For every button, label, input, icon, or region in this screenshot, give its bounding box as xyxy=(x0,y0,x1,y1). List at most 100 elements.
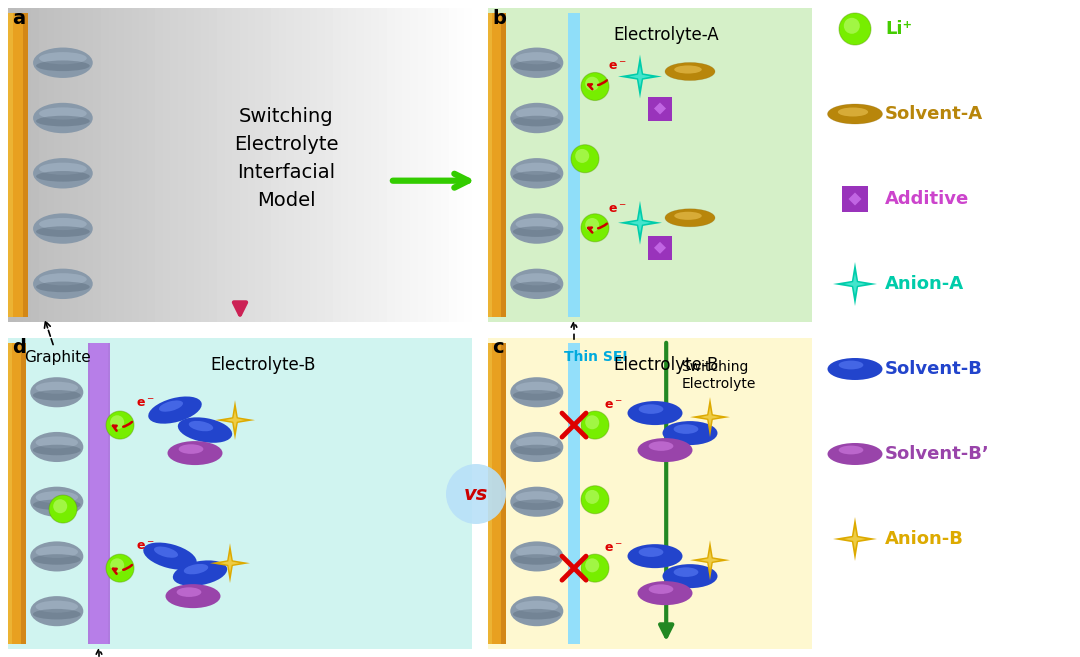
Bar xyxy=(264,8,271,322)
Text: e$^-$: e$^-$ xyxy=(136,539,154,553)
Ellipse shape xyxy=(515,436,558,449)
Polygon shape xyxy=(833,517,877,561)
Polygon shape xyxy=(700,407,720,427)
Bar xyxy=(568,13,580,317)
Polygon shape xyxy=(843,273,866,295)
Ellipse shape xyxy=(189,421,213,431)
Ellipse shape xyxy=(510,487,564,517)
Bar xyxy=(132,8,139,322)
Ellipse shape xyxy=(39,218,86,230)
Text: Graphite: Graphite xyxy=(24,321,91,365)
Ellipse shape xyxy=(32,499,81,510)
Bar xyxy=(356,8,364,322)
Circle shape xyxy=(576,149,590,163)
Bar xyxy=(90,343,108,644)
Circle shape xyxy=(585,490,599,504)
Bar xyxy=(178,8,186,322)
Ellipse shape xyxy=(638,404,663,414)
Bar xyxy=(87,343,110,644)
Bar xyxy=(124,8,132,322)
Bar xyxy=(441,8,449,322)
Polygon shape xyxy=(690,540,730,580)
Text: e$^-$: e$^-$ xyxy=(604,399,622,411)
Circle shape xyxy=(53,499,67,513)
Text: c: c xyxy=(492,338,503,357)
Ellipse shape xyxy=(167,441,222,465)
Circle shape xyxy=(110,558,124,572)
Bar xyxy=(364,8,372,322)
Ellipse shape xyxy=(515,218,558,230)
Circle shape xyxy=(585,558,599,572)
Circle shape xyxy=(581,486,609,514)
Bar xyxy=(457,8,464,322)
Bar xyxy=(449,8,457,322)
Bar xyxy=(333,8,340,322)
Ellipse shape xyxy=(33,102,93,133)
Ellipse shape xyxy=(515,107,558,120)
Ellipse shape xyxy=(510,596,564,626)
Ellipse shape xyxy=(36,491,78,503)
Text: Li⁺: Li⁺ xyxy=(885,20,913,38)
Polygon shape xyxy=(215,400,255,440)
Ellipse shape xyxy=(637,581,692,605)
Ellipse shape xyxy=(627,401,683,425)
Bar xyxy=(46,8,54,322)
Text: e$^-$: e$^-$ xyxy=(136,397,154,409)
Ellipse shape xyxy=(513,226,561,237)
Ellipse shape xyxy=(515,382,558,394)
Ellipse shape xyxy=(39,107,86,120)
Polygon shape xyxy=(842,186,868,212)
Bar xyxy=(325,8,333,322)
Polygon shape xyxy=(225,410,245,430)
Polygon shape xyxy=(629,212,651,234)
Text: Solvent-B: Solvent-B xyxy=(885,360,983,378)
Ellipse shape xyxy=(36,60,90,71)
Polygon shape xyxy=(654,242,666,254)
Ellipse shape xyxy=(510,214,564,244)
Bar xyxy=(433,8,441,322)
Bar xyxy=(147,8,154,322)
Text: Anion-A: Anion-A xyxy=(885,275,964,293)
Ellipse shape xyxy=(674,212,702,220)
Ellipse shape xyxy=(30,596,83,626)
Ellipse shape xyxy=(627,544,683,568)
Ellipse shape xyxy=(32,445,81,455)
Bar xyxy=(8,343,26,644)
Bar xyxy=(418,8,426,322)
Ellipse shape xyxy=(33,158,93,189)
Bar xyxy=(24,8,31,322)
Polygon shape xyxy=(629,66,651,87)
Ellipse shape xyxy=(148,396,202,424)
Ellipse shape xyxy=(649,442,673,451)
Polygon shape xyxy=(618,55,662,99)
Text: Electrolyte-B: Electrolyte-B xyxy=(613,356,719,374)
Bar xyxy=(54,8,63,322)
Circle shape xyxy=(106,554,134,582)
Polygon shape xyxy=(843,528,866,550)
Ellipse shape xyxy=(662,421,717,445)
Ellipse shape xyxy=(674,424,699,434)
Bar xyxy=(78,8,85,322)
Bar xyxy=(464,8,472,322)
Ellipse shape xyxy=(510,269,564,299)
Bar xyxy=(85,8,93,322)
Ellipse shape xyxy=(827,358,882,380)
Circle shape xyxy=(581,554,609,582)
Ellipse shape xyxy=(674,568,699,577)
Bar xyxy=(294,8,302,322)
Ellipse shape xyxy=(154,547,178,558)
Ellipse shape xyxy=(33,47,93,78)
Bar xyxy=(171,8,178,322)
Polygon shape xyxy=(654,102,666,114)
Bar xyxy=(501,13,505,317)
Bar xyxy=(8,343,12,644)
Ellipse shape xyxy=(637,438,692,462)
Ellipse shape xyxy=(177,587,201,597)
Circle shape xyxy=(585,415,599,429)
Bar xyxy=(16,8,24,322)
Bar xyxy=(488,338,812,649)
Bar xyxy=(70,8,78,322)
Bar xyxy=(186,8,193,322)
Circle shape xyxy=(581,411,609,439)
Bar xyxy=(93,8,100,322)
